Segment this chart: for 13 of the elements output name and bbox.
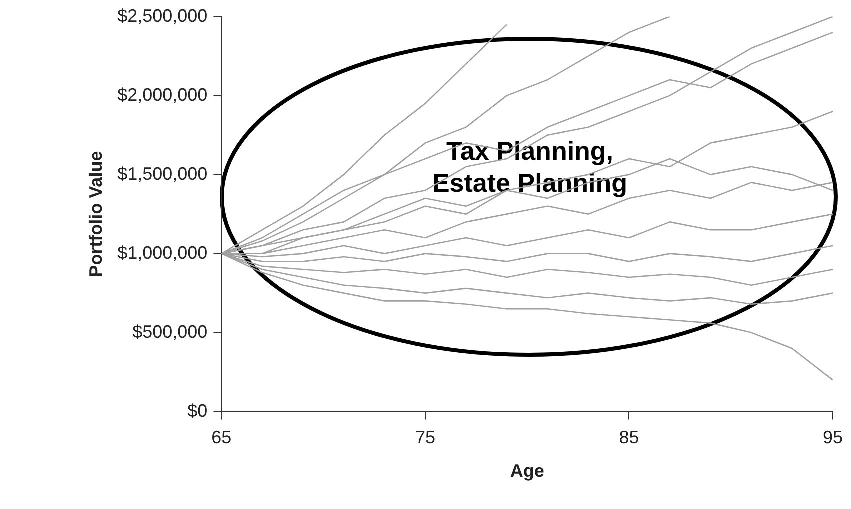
y-axis-title: Portfolio Value [86,151,106,278]
x-axis-title: Age [510,461,544,482]
x-tick-label: 95 [822,428,844,448]
y-tick-label: $0 [188,400,208,421]
y-tick-label: $1,000,000 [118,242,208,263]
x-tick-label: 75 [415,428,436,448]
y-tick-label: $2,500,000 [118,6,208,26]
y-tick-label: $2,000,000 [118,84,208,105]
x-tick-label: 65 [212,428,232,448]
x-tick-label: 85 [619,428,640,448]
annotation: Tax Planning, Estate Planning [431,135,629,199]
y-tick-label: $500,000 [132,322,208,342]
y-tick-label: $1,500,000 [118,164,208,184]
